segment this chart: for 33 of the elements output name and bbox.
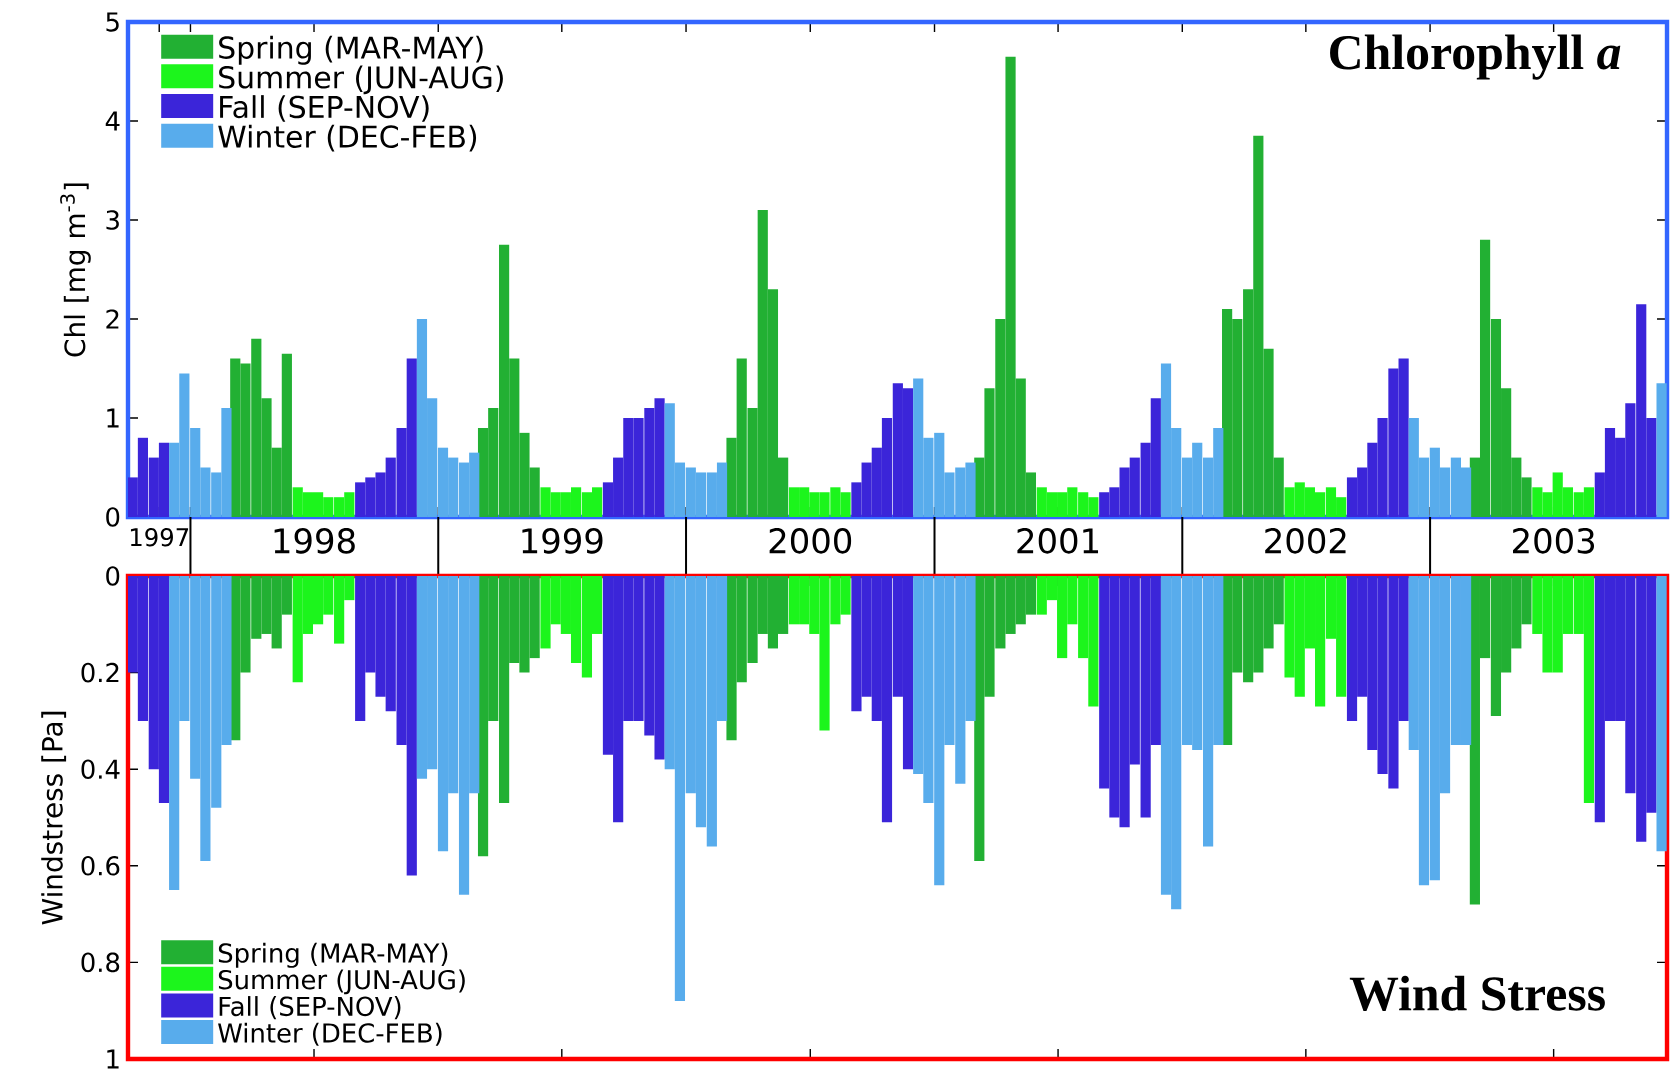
x-tick-label: 1998 <box>274 528 355 554</box>
y-tick-label: 0.8 <box>81 952 120 973</box>
x-tick-label: 1997 <box>130 528 189 547</box>
legend-label: Fall (SEP-NOV) <box>220 95 429 122</box>
legend-label: Fall (SEP-NOV) <box>219 996 401 1020</box>
legend-label: Spring (MAR-MAY) <box>218 942 448 968</box>
legend-label: Winter (DEC-FEB) <box>218 1022 442 1046</box>
y-tick-label: 4 <box>105 111 120 131</box>
y-tick-label: 0 <box>106 507 120 527</box>
legend-label: Winter (DEC-FEB) <box>218 124 477 152</box>
x-tick-label: 1999 <box>522 528 603 554</box>
text: Wind Stress <box>1349 975 1605 1012</box>
x-tick-label: 2003 <box>1513 528 1595 554</box>
y-axis-title: Windstress [Pa] <box>41 711 67 925</box>
y-tick-label: 5 <box>106 12 119 32</box>
y-axis-title: Chl [mg m$^{-3}$] <box>60 183 91 357</box>
y-tick-label: 2 <box>106 309 119 329</box>
y-tick-label: 0.4 <box>81 759 120 780</box>
y-tick-label: 1 <box>107 1049 119 1069</box>
y-tick-label: 3 <box>106 210 119 230</box>
legend-label: Spring (MAR-MAY) <box>219 35 483 65</box>
bar <box>1656 383 1667 517</box>
y-tick-label: 0 <box>106 566 120 586</box>
y-tick-label: 0.6 <box>81 856 120 876</box>
chart-title: Chlorophyll a <box>1330 34 1621 80</box>
y-tick-label: 0.2 <box>81 662 119 683</box>
bar <box>1656 576 1667 852</box>
legend-label: Summer (JUN-AUG) <box>218 969 465 995</box>
legend-label: Summer (JUN-AUG) <box>219 65 503 95</box>
x-tick-label: 2002 <box>1265 528 1346 554</box>
x-tick-label: 2000 <box>769 528 852 554</box>
y-tick-label: 1 <box>107 408 119 428</box>
x-tick-label: 2001 <box>1017 528 1099 554</box>
